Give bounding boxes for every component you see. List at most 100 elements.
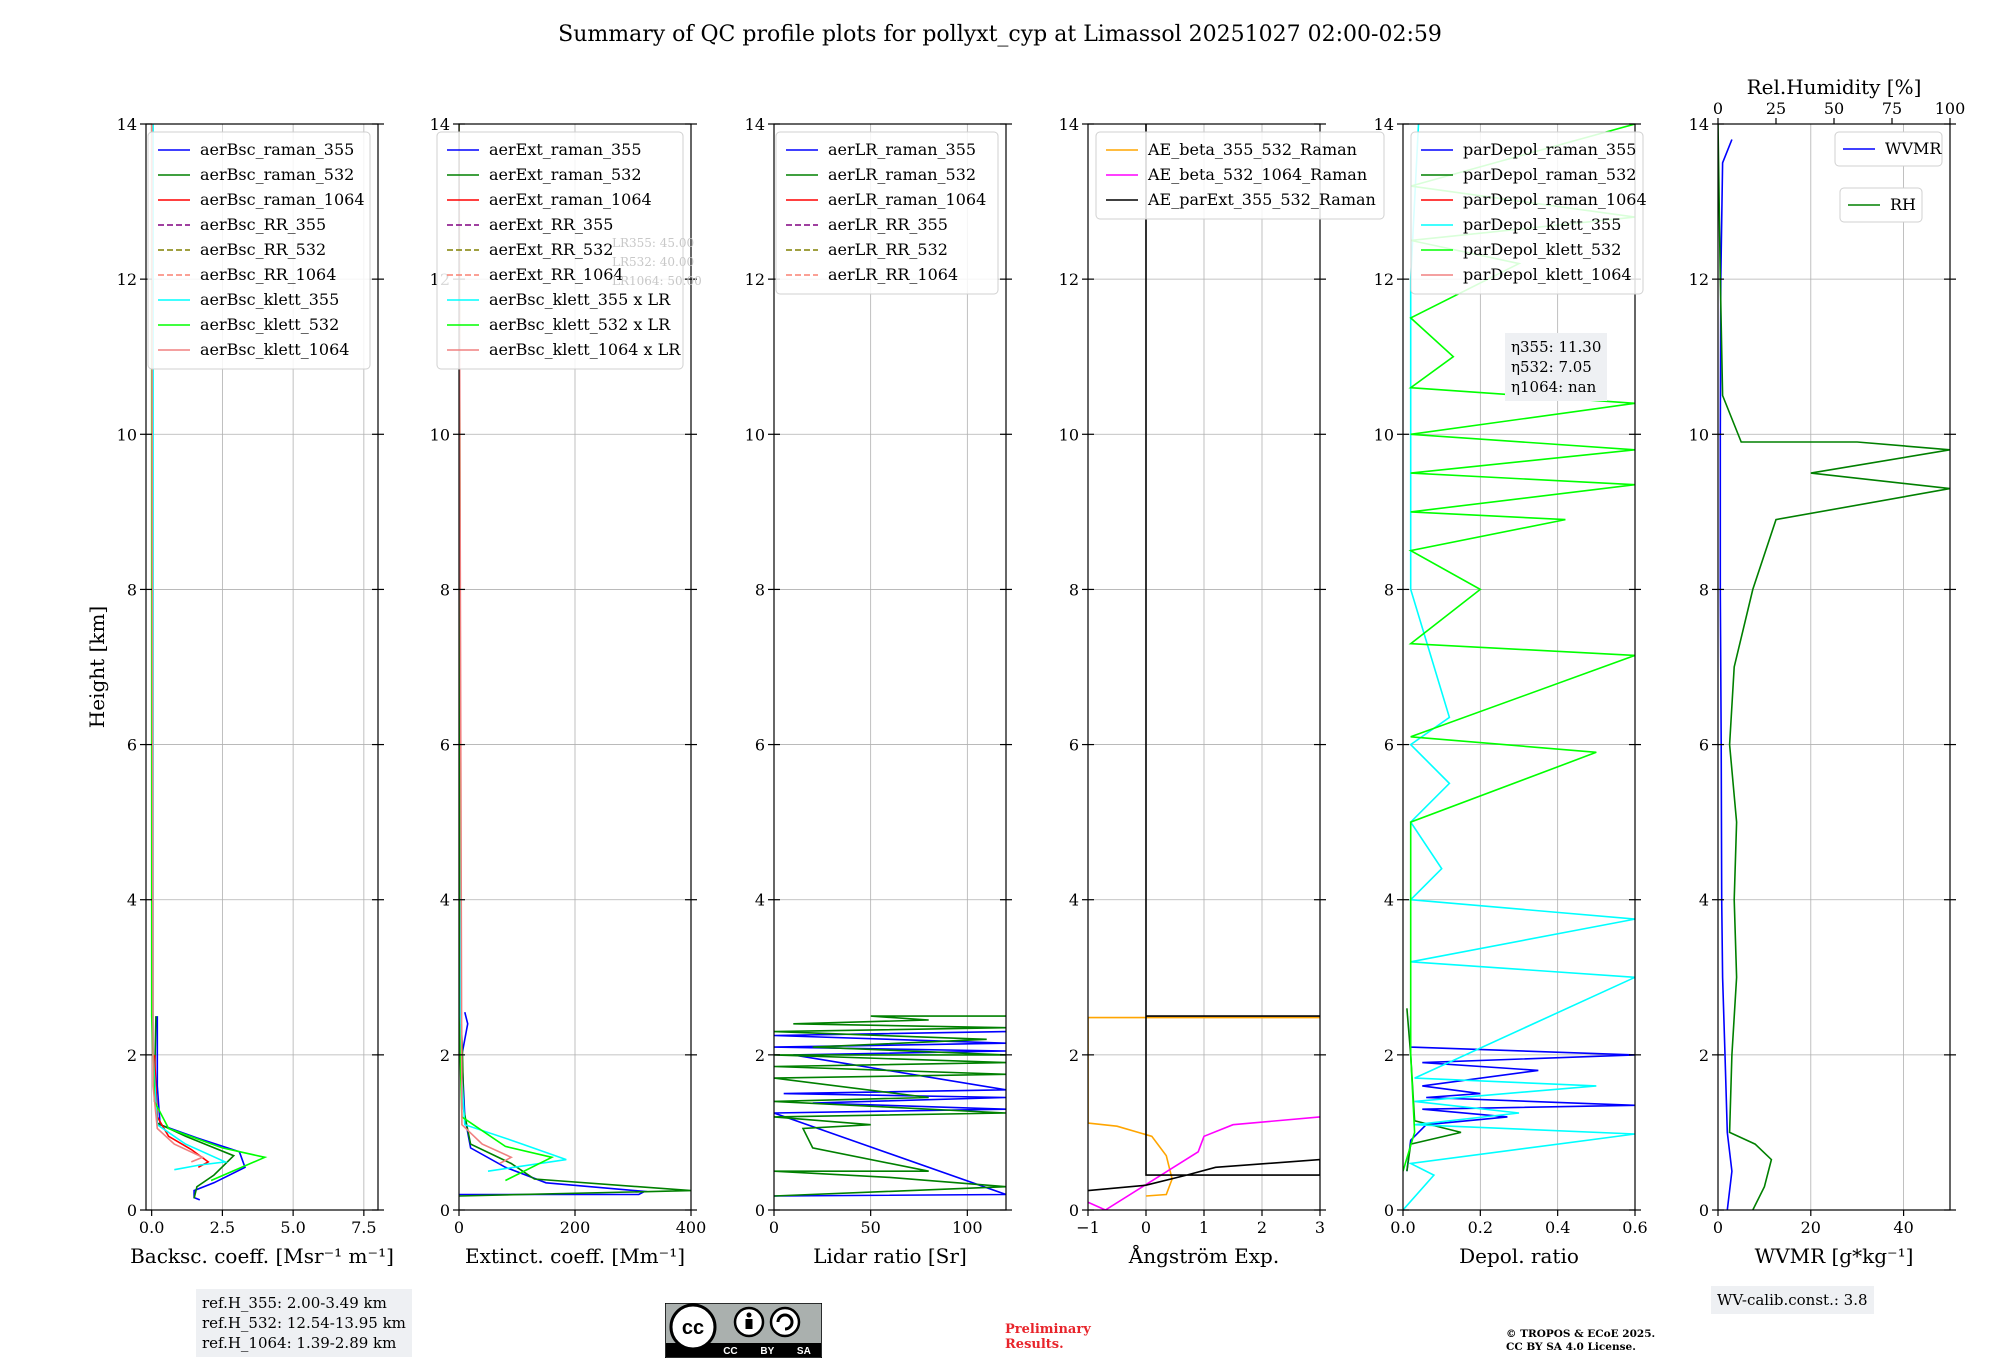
y-tick-label: 0 bbox=[1384, 1201, 1394, 1220]
y-tick-label: 10 bbox=[1059, 425, 1079, 444]
y-tick-label: 6 bbox=[127, 736, 137, 755]
x-tick-label: 0.4 bbox=[1545, 1218, 1570, 1237]
x-tick-label: −1 bbox=[1076, 1218, 1100, 1237]
legend-label: aerLR_RR_532 bbox=[828, 240, 948, 259]
y-tick-label: 10 bbox=[430, 425, 450, 444]
ref-height-1064: ref.H_1064: 1.39-2.89 km bbox=[202, 1334, 397, 1352]
series-line-RH bbox=[1718, 124, 1950, 1210]
legend-frame bbox=[1834, 131, 1943, 167]
series-line-aerLR_raman_355 bbox=[774, 1030, 1006, 1197]
y-tick-label: 2 bbox=[1384, 1046, 1394, 1065]
y-tick-label: 6 bbox=[440, 736, 450, 755]
y-tick-label: 8 bbox=[127, 580, 137, 599]
y-tick-label: 12 bbox=[1689, 270, 1709, 289]
series-line-aerBsc_klett_1064 bbox=[150, 124, 205, 1163]
legend-frame bbox=[436, 131, 684, 370]
legend-label: AE_parExt_355_532_Raman bbox=[1147, 190, 1376, 209]
legend-label: parDepol_raman_532 bbox=[1463, 165, 1636, 184]
axes-frame bbox=[145, 123, 379, 1211]
preliminary-line-2: Results. bbox=[1005, 1337, 1064, 1352]
legend-label: aerExt_RR_355 bbox=[489, 215, 613, 234]
svg-text:cc: cc bbox=[682, 1317, 704, 1339]
y-tick-label: 4 bbox=[755, 891, 765, 910]
legend-label: parDepol_klett_1064 bbox=[1463, 265, 1632, 284]
eta-532: η532: 7.05 bbox=[1511, 358, 1592, 376]
x-tick-label: 0.0 bbox=[139, 1218, 164, 1237]
y-tick-label: 10 bbox=[1374, 425, 1394, 444]
y-tick-label: 0 bbox=[127, 1201, 137, 1220]
legend: WVMR RH bbox=[1834, 131, 1943, 223]
x-tick-label: 400 bbox=[676, 1218, 707, 1237]
x-tick-label: 50 bbox=[860, 1218, 880, 1237]
top-x-tick-label: 100 bbox=[1935, 99, 1966, 118]
legend-label: aerBsc_klett_532 x LR bbox=[489, 315, 671, 334]
legend-label: aerBsc_raman_1064 bbox=[200, 190, 365, 209]
y-tick-label: 2 bbox=[755, 1046, 765, 1065]
x-axis-label: Backsc. coeff. [Msr⁻¹ m⁻¹] bbox=[130, 1244, 394, 1268]
lr-annotation-line: LR355: 45.00 bbox=[612, 236, 694, 250]
y-tick-label: 12 bbox=[1374, 270, 1394, 289]
top-x-tick-label: 0 bbox=[1713, 99, 1723, 118]
y-tick-label: 8 bbox=[1384, 580, 1394, 599]
top-x-tick-label: 75 bbox=[1882, 99, 1902, 118]
lr-annotation-line: LR1064: 50.00 bbox=[612, 274, 702, 288]
y-tick-label: 12 bbox=[745, 270, 765, 289]
legend: aerLR_raman_355 aerLR_raman_532 aerLR_rama… bbox=[775, 131, 999, 295]
legend-label: aerBsc_klett_355 x LR bbox=[489, 290, 671, 309]
axes-frame bbox=[773, 123, 1007, 1211]
x-tick-label: 0.6 bbox=[1622, 1218, 1647, 1237]
legend-label: parDepol_raman_1064 bbox=[1463, 190, 1647, 209]
legend-label: aerBsc_raman_355 bbox=[200, 140, 354, 159]
legend-frame bbox=[1839, 187, 1923, 223]
x-tick-label: 1 bbox=[1199, 1218, 1209, 1237]
legend-label: WVMR bbox=[1885, 139, 1942, 158]
series-line-AE_beta_355_532_Raman bbox=[1088, 1016, 1320, 1197]
y-tick-label: 4 bbox=[1069, 891, 1079, 910]
legend-label: aerLR_raman_532 bbox=[828, 165, 976, 184]
series-line-WVMR bbox=[1719, 139, 1733, 1210]
y-tick-label: 12 bbox=[1059, 270, 1079, 289]
lr-annotation-line: LR532: 40.00 bbox=[612, 255, 694, 269]
y-tick-label: 10 bbox=[117, 425, 137, 444]
lr-annotation: LR355: 45.00 LR532: 40.00 LR1064: 50.00 bbox=[612, 236, 702, 288]
series-line-aerBsc_raman_532 bbox=[153, 1016, 236, 1199]
y-tick-label: 6 bbox=[1699, 736, 1709, 755]
cc-license-badge: cc CC BY SA bbox=[665, 1303, 822, 1358]
panel-backscatter: 0 2 4 6 8 10 12 14 0.0 2.5 5.0 7.5 Backsc. coeff. [M… bbox=[85, 115, 394, 1268]
wv-calibration-constant: WV-calib.const.: 3.8 bbox=[1717, 1291, 1868, 1309]
eta-box: η355: 11.30 η532: 7.05 η1064: nan bbox=[1505, 333, 1608, 401]
legend-label: aerLR_raman_355 bbox=[828, 140, 976, 159]
y-tick-label: 2 bbox=[1069, 1046, 1079, 1065]
y-tick-label: 6 bbox=[1384, 736, 1394, 755]
legend-frame bbox=[1410, 131, 1644, 295]
legend: aerExt_raman_355 aerExt_raman_532 aerExt_r… bbox=[436, 131, 684, 370]
x-tick-label: 100 bbox=[952, 1218, 983, 1237]
y-tick-label: 8 bbox=[1069, 580, 1079, 599]
series-group bbox=[1088, 124, 1320, 1210]
axes-frame bbox=[1402, 123, 1636, 1211]
legend: aerBsc_raman_355 aerBsc_raman_532 aerBsc_r… bbox=[147, 131, 371, 370]
x-tick-label: 5.0 bbox=[280, 1218, 305, 1237]
y-tick-label: 0 bbox=[755, 1201, 765, 1220]
legend-label: aerBsc_klett_532 bbox=[200, 315, 339, 334]
y-tick-label: 10 bbox=[745, 425, 765, 444]
legend-label: aerLR_raman_1064 bbox=[828, 190, 986, 209]
x-tick-label: 0.0 bbox=[1390, 1218, 1415, 1237]
legend-frame bbox=[147, 131, 371, 370]
series-line-AE_beta_532_1064_Raman bbox=[1088, 1116, 1320, 1210]
series-line-aerBsc_raman_355 bbox=[156, 1016, 246, 1201]
series-line-aerExt_raman_355 bbox=[459, 1012, 648, 1196]
legend-label: parDepol_klett_355 bbox=[1463, 215, 1621, 234]
y-tick-label: 14 bbox=[1689, 115, 1709, 134]
y-tick-label: 8 bbox=[440, 580, 450, 599]
ref-height-532: ref.H_532: 12.54-13.95 km bbox=[202, 1314, 406, 1332]
legend-label: aerLR_RR_1064 bbox=[828, 265, 958, 284]
series-line-aerLR_raman_532 bbox=[774, 1015, 1006, 1197]
axes-frame bbox=[1717, 123, 1951, 1211]
y-tick-label: 10 bbox=[1689, 425, 1709, 444]
preliminary-line-1: Preliminary bbox=[1005, 1322, 1091, 1337]
series-line-AE_parExt_355_532_Raman bbox=[1088, 124, 1320, 1192]
legend-label: aerBsc_RR_1064 bbox=[200, 265, 336, 284]
